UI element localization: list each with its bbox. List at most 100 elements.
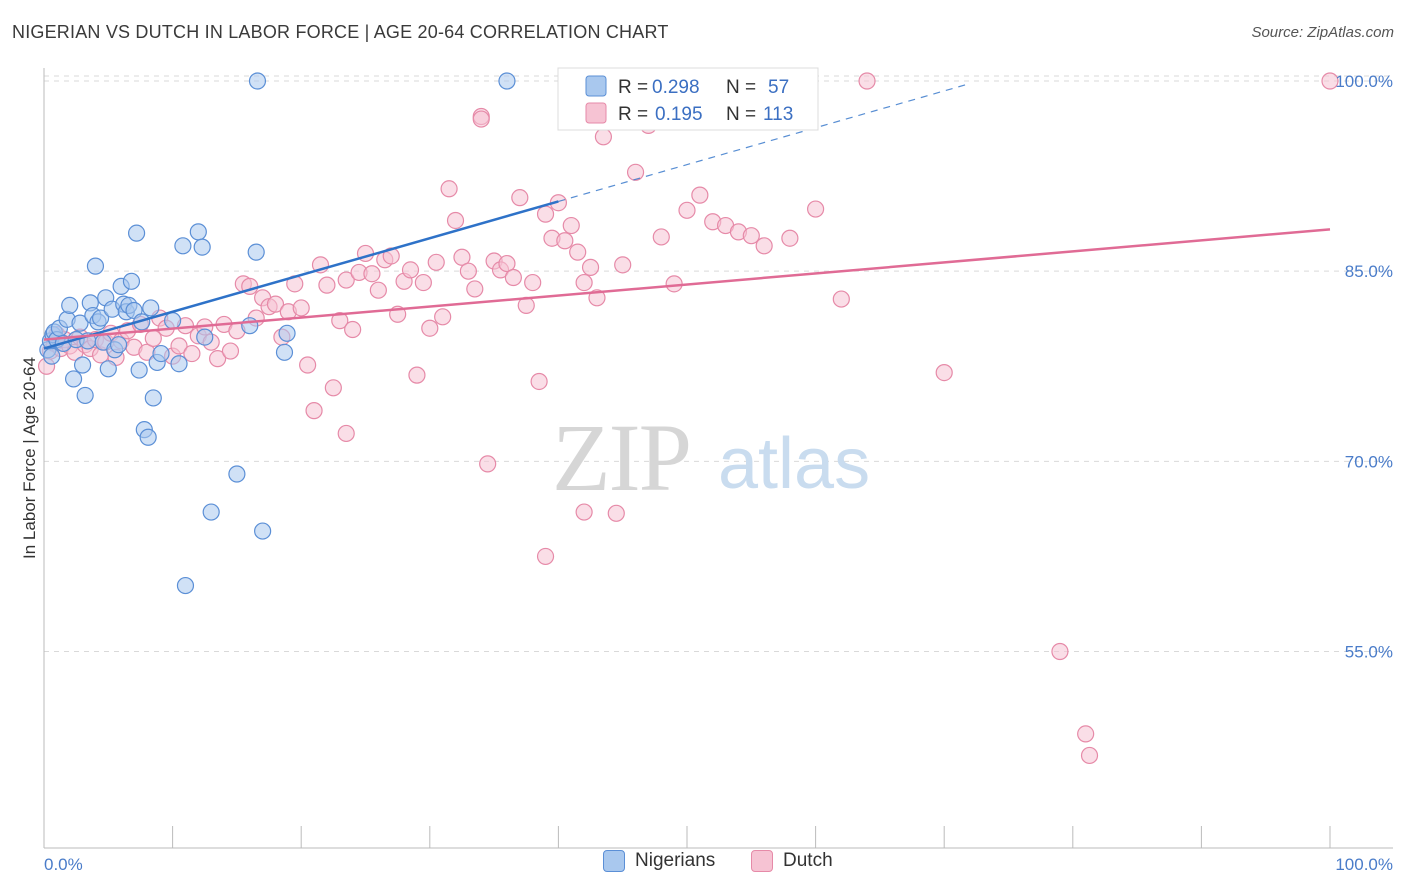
- dutch-point: [504, 268, 522, 287]
- dutch-point: [401, 261, 420, 279]
- nigerian-point: [248, 72, 267, 90]
- y-tick-labels: 55.0% 70.0% 85.0% 100.0%: [1335, 72, 1393, 661]
- gridlines: [44, 75, 1393, 652]
- nigerian-point: [174, 237, 192, 255]
- dutch-point: [755, 237, 773, 255]
- watermark-zip: ZIP: [552, 404, 690, 511]
- nigerian-point: [164, 312, 182, 330]
- dutch-point: [498, 254, 516, 273]
- dutch-point: [209, 350, 227, 368]
- dutch-trend-line: [43, 228, 1331, 341]
- stats-legend: R = 0.298 N = 57 R = 0.195 N = 113: [557, 67, 819, 131]
- source-label: Source: ZipAtlas.com: [1251, 24, 1394, 41]
- dutch-point: [344, 320, 362, 339]
- legend-r-value-nigerians: 0.298: [652, 77, 700, 98]
- watermark-atlas: atlas: [718, 424, 870, 504]
- legend-n-label-dutch: N =: [726, 104, 756, 125]
- dutch-point: [369, 281, 387, 299]
- y-tick-label: 85.0%: [1345, 262, 1393, 281]
- legend-r-label-dutch: R =: [618, 104, 648, 125]
- dutch-point: [266, 295, 285, 313]
- dutch-point: [530, 372, 548, 391]
- nigerian-point: [176, 576, 195, 595]
- nigerian-point: [73, 356, 92, 374]
- nigerian-point: [76, 386, 94, 405]
- dutch-point: [614, 256, 632, 274]
- dutch-point: [1051, 642, 1069, 661]
- dutch-point: [575, 273, 593, 292]
- nigerian-point: [61, 296, 79, 315]
- dutch-point: [1080, 746, 1099, 765]
- dutch-point: [691, 186, 709, 204]
- dutch-point: [607, 504, 625, 522]
- dutch-point: [472, 110, 490, 128]
- x-tick-label-min: 0.0%: [44, 855, 83, 874]
- dutch-point: [626, 163, 645, 181]
- dutch-point: [858, 72, 876, 90]
- nigerian-point: [152, 344, 170, 363]
- y-tick-label: 55.0%: [1345, 643, 1393, 662]
- dutch-point: [1077, 725, 1095, 743]
- legend-swatch-dutch: [585, 102, 607, 124]
- chart-title: NIGERIAN VS DUTCH IN LABOR FORCE | AGE 2…: [12, 22, 669, 42]
- nigerian-point: [127, 224, 146, 242]
- dutch-point: [459, 262, 477, 280]
- dutch-point: [562, 216, 580, 235]
- dutch-point: [935, 363, 953, 382]
- dutch-point: [331, 312, 349, 330]
- y-tick-label: 100.0%: [1335, 72, 1393, 91]
- dutch-point: [466, 280, 484, 298]
- dutch-point: [536, 547, 555, 566]
- legend-n-value-nigerians: 57: [768, 77, 789, 98]
- nigerian-point: [99, 360, 117, 378]
- nigerian-point: [130, 361, 148, 379]
- dutch-point: [292, 299, 310, 317]
- legend-swatch-pink: [751, 850, 773, 872]
- dutch-point: [446, 211, 465, 230]
- nigerian-point: [202, 503, 220, 521]
- nigerian-point: [247, 243, 265, 261]
- nigerian-point: [142, 299, 160, 317]
- legend-n-value-dutch: 113: [763, 104, 793, 125]
- dutch-point: [665, 275, 683, 293]
- dutch-point: [575, 503, 593, 521]
- nigerian-point: [170, 355, 188, 373]
- legend-n-label-nigerians: N =: [726, 77, 756, 98]
- dutch-point: [536, 205, 555, 223]
- dutch-point: [305, 402, 323, 420]
- nigerian-point: [109, 336, 128, 354]
- legend-item-dutch[interactable]: Dutch: [751, 850, 833, 872]
- dutch-point: [652, 228, 670, 246]
- legend-item-nigerians[interactable]: Nigerians: [603, 850, 715, 872]
- dutch-point: [318, 276, 336, 294]
- nigerian-trend-line: [43, 200, 559, 350]
- nigerian-point: [122, 272, 141, 290]
- nigerian-point: [278, 324, 296, 342]
- dutch-point: [806, 200, 825, 218]
- dutch-point: [453, 248, 471, 266]
- y-tick-label: 70.0%: [1345, 452, 1393, 471]
- dutch-point: [832, 290, 850, 308]
- dutch-point: [440, 180, 458, 198]
- dutch-point: [427, 253, 445, 271]
- dutch-point: [581, 258, 600, 276]
- dutch-point: [742, 227, 760, 245]
- dutch-point: [678, 201, 696, 219]
- nigerian-point: [43, 347, 61, 365]
- legend-r-value-dutch: 0.195: [655, 104, 703, 125]
- nigerian-point: [275, 343, 294, 361]
- legend-r-label-nigerians: R =: [618, 77, 648, 98]
- dutch-point: [1321, 72, 1339, 90]
- trend-lines: [43, 82, 1331, 350]
- axes: [43, 68, 1393, 849]
- nigerian-point: [144, 389, 162, 407]
- dutch-point: [594, 128, 613, 146]
- nigerian-point: [91, 309, 110, 327]
- nigerian-trend-extension: [558, 82, 971, 203]
- dutch-point: [569, 243, 587, 261]
- x-tick-label-max: 100.0%: [1335, 855, 1393, 874]
- dutch-point: [524, 273, 542, 292]
- nigerian-point: [228, 465, 246, 483]
- dutch-point: [414, 273, 432, 292]
